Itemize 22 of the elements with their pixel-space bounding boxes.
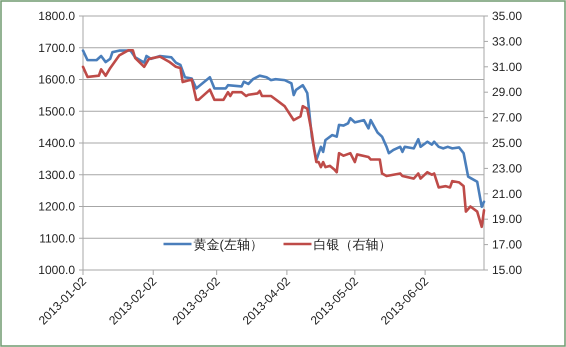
y-tick-label: 1800.0 xyxy=(38,9,76,23)
y-tick-label: 1200.0 xyxy=(38,200,76,214)
y2-tick-label: 25.00 xyxy=(492,136,522,150)
y2-tick-label: 21.00 xyxy=(492,186,522,201)
y-tick-label: 1300.0 xyxy=(38,168,76,182)
y-tick-label: 1500.0 xyxy=(38,104,76,118)
y-tick-label: 1400.0 xyxy=(38,136,76,150)
y2-tick-label: 23.00 xyxy=(492,161,522,176)
y-tick-label: 1100.0 xyxy=(39,231,76,246)
y2-tick-label: 35.00 xyxy=(492,9,522,23)
y2-tick-label: 19.00 xyxy=(492,212,522,226)
y2-tick-label: 29.00 xyxy=(492,85,522,100)
y2-tick-label: 31.00 xyxy=(492,60,522,74)
legend-label: 白银（右轴） xyxy=(314,237,392,252)
y-tick-label: 1600.0 xyxy=(38,72,76,86)
y2-tick-label: 15.00 xyxy=(492,263,522,277)
y2-tick-label: 33.00 xyxy=(492,34,522,48)
y-tick-label: 1700.0 xyxy=(38,40,76,55)
y-tick-label: 1000.0 xyxy=(38,263,76,277)
legend-label: 黄金(左轴） xyxy=(194,237,263,252)
y2-tick-label: 17.00 xyxy=(492,238,522,252)
y2-tick-label: 27.00 xyxy=(492,110,522,125)
